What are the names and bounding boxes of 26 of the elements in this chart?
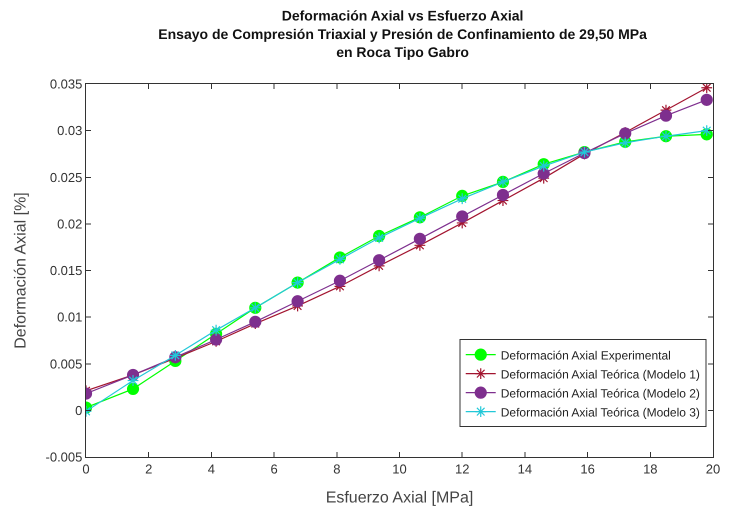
y-tick-label: 0.03 (57, 123, 82, 138)
legend-label: Deformación Axial Teórica (Modelo 3) (500, 405, 700, 420)
x-tick-label: 16 (580, 462, 595, 477)
x-tick-label: 2 (145, 462, 152, 477)
legend-label: Deformación Axial Teórica (Modelo 2) (500, 386, 700, 400)
x-tick-label: 14 (518, 462, 532, 477)
y-tick-label: -0.005 (46, 450, 82, 465)
y-tick-label: 0.015 (50, 263, 82, 278)
y-tick-label: 0.01 (57, 310, 82, 325)
y-tick-label: 0.02 (57, 216, 82, 232)
x-tick-label: 20 (706, 462, 720, 477)
x-tick-label: 12 (454, 462, 470, 477)
y-tick-label: 0.035 (50, 76, 82, 92)
x-axis-title: Esfuerzo Axial [MPa] (326, 489, 474, 506)
x-tick-label: 8 (333, 462, 340, 477)
y-tick-label: 0.025 (50, 170, 82, 185)
chart-title: Deformación Axial vs Esfuerzo Axial Ensayo de Compresión Triaxial y Presión de Confinamiento de 29,50 MPa en Roca Tipo Gabro (158, 8, 648, 60)
y-axis-title: Deformación Axial [%] (12, 192, 30, 349)
x-tick-label: 4 (208, 462, 216, 477)
x-tick-label: 10 (392, 462, 407, 477)
legend-label: Deformación Axial Experimental (500, 348, 671, 362)
x-tick-label: 18 (643, 462, 658, 477)
y-tick-label: 0 (75, 402, 82, 418)
legend-label: Deformación Axial Teórica (Modelo 1) (500, 367, 700, 382)
x-tick-label: 6 (270, 462, 278, 477)
y-tick-label: 0.005 (50, 356, 82, 372)
